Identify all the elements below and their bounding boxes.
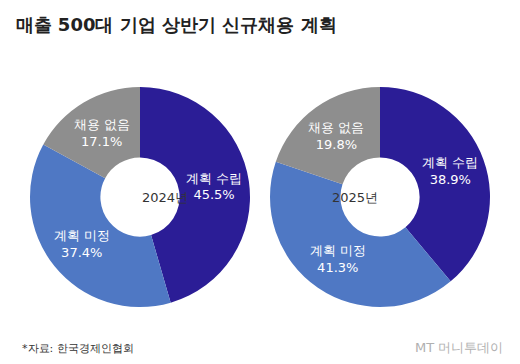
svg-text:매출 500대 기업 상반기 신규채용 계획: 매출 500대 기업 상반기 신규채용 계획 — [16, 14, 337, 35]
svg-text:계획 미정37.4%: 계획 미정37.4% — [54, 228, 110, 260]
svg-text:계획 수립45.5%: 계획 수립45.5% — [186, 171, 242, 203]
svg-text:2025년: 2025년 — [332, 190, 378, 205]
svg-text:채용 없음17.1%: 채용 없음17.1% — [74, 117, 130, 149]
svg-text:MT 머니투데이: MT 머니투데이 — [415, 340, 503, 355]
svg-text:계획 미정41.3%: 계획 미정41.3% — [310, 243, 366, 275]
svg-text:계획 수립38.9%: 계획 수립38.9% — [422, 155, 478, 187]
svg-text:2024년: 2024년 — [142, 190, 188, 205]
svg-text:*자료: 한국경제인협회: *자료: 한국경제인협회 — [22, 342, 134, 355]
svg-text:채용 없음19.8%: 채용 없음19.8% — [308, 120, 364, 152]
